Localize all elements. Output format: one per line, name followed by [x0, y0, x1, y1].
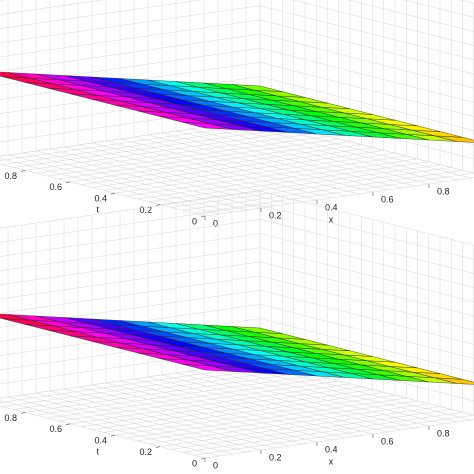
t-axis-label: t	[96, 205, 99, 215]
t-tick	[155, 446, 161, 448]
floor-grid	[13, 369, 294, 410]
t-tick-label: 0.8	[4, 171, 17, 181]
t-tick-label: 0.6	[49, 424, 62, 434]
x-tick-label: 0.2	[269, 210, 282, 220]
wall-grid	[0, 0, 474, 18]
t-tick	[65, 423, 71, 426]
x-tick-label: 0.6	[381, 436, 394, 446]
t-tick	[200, 457, 206, 460]
floor-grid	[175, 372, 402, 431]
floor-grid	[133, 378, 360, 437]
wall-grid	[0, 275, 474, 331]
floor-grid	[231, 122, 458, 181]
floor-grid	[147, 134, 374, 193]
wall-grid	[0, 19, 474, 75]
floor-grid	[24, 372, 306, 413]
t-tick	[20, 170, 26, 172]
wall-grid	[0, 0, 474, 46]
wall-grid	[0, 190, 474, 246]
floor-grid	[0, 163, 206, 217]
x-axis-label: x	[329, 214, 334, 224]
floor-grid	[58, 138, 339, 180]
wall-grid	[0, 47, 474, 103]
wall-grid	[0, 76, 474, 131]
floor-grid	[189, 370, 416, 429]
surface-panel: 0 0.2 0.4 0.6 0.8 0 0.2 0.4 0.6 0.8 t x	[0, 0, 474, 228]
surface-patch	[231, 326, 283, 334]
floor-grid	[47, 377, 328, 419]
floor-grid	[69, 383, 351, 425]
floor-grid	[24, 130, 306, 171]
floor-grid	[58, 380, 339, 422]
x-tick-label: 0.8	[437, 186, 450, 196]
t-tick	[200, 215, 206, 218]
t-tick-label: 0	[192, 458, 197, 468]
t-tick	[110, 192, 116, 195]
t-tick	[155, 204, 161, 206]
wall-grid	[0, 247, 474, 303]
floor-grid	[119, 380, 346, 439]
x-axis-label: x	[329, 456, 334, 466]
floor-grid	[217, 366, 444, 425]
floor-grid	[69, 141, 351, 183]
floor-grid	[119, 138, 346, 197]
t-tick	[65, 181, 71, 184]
wall-grid	[0, 233, 474, 288]
floor-grid	[133, 136, 360, 195]
floor-grid	[231, 364, 458, 423]
floor-grid	[36, 133, 317, 174]
t-tick	[20, 412, 26, 414]
surface-panel: 0 0.2 0.4 0.6 0.8 0 0.2 0.4 0.6 0.8 t x	[0, 190, 474, 470]
t-tick-label: 0	[192, 216, 197, 226]
floor-grid	[161, 132, 388, 191]
x-tick-label: 0.6	[381, 194, 394, 204]
floor-grid	[217, 124, 444, 183]
t-tick-label: 0.6	[49, 182, 62, 192]
floor-grid	[175, 130, 402, 189]
wall-grid	[0, 5, 474, 61]
floor-grid	[2, 124, 283, 165]
t-tick	[110, 434, 116, 437]
wall-grid	[0, 318, 474, 373]
t-tick-label: 0.2	[139, 447, 152, 457]
floor-grid	[203, 126, 430, 185]
wall-grid	[0, 261, 474, 317]
x-tick-label: 0	[213, 218, 218, 228]
t-tick-label: 0.4	[94, 436, 107, 446]
floor-grid	[189, 128, 416, 187]
wall-grid	[0, 204, 474, 260]
x-tick-label: 0.4	[325, 202, 338, 212]
t-tick-label: 0.2	[139, 205, 152, 215]
t-tick-label: 0.4	[94, 194, 107, 204]
wall-grid	[460, 0, 474, 4]
floor-grid	[81, 386, 362, 427]
wall-grid	[0, 289, 474, 345]
floor-grid	[13, 127, 294, 168]
floor-grid	[2, 366, 283, 407]
floor-grid	[81, 144, 362, 185]
t-tick-label: 0.8	[4, 413, 17, 423]
wall-grid	[0, 0, 474, 32]
wall-grid	[0, 33, 474, 89]
surface-patch	[231, 84, 283, 92]
x-tick-label: 0.4	[325, 444, 338, 454]
floor-grid	[147, 376, 374, 435]
x-tick-label: 0.2	[269, 452, 282, 462]
t-axis-label: t	[96, 447, 99, 457]
floor-grid	[47, 135, 328, 177]
x-tick-label: 0	[213, 460, 218, 470]
floor-grid	[0, 405, 206, 459]
floor-grid	[36, 375, 317, 416]
wall-grid	[0, 219, 474, 274]
x-tick-label: 0.8	[437, 428, 450, 438]
floor-grid	[203, 368, 430, 427]
floor-grid	[161, 374, 388, 433]
